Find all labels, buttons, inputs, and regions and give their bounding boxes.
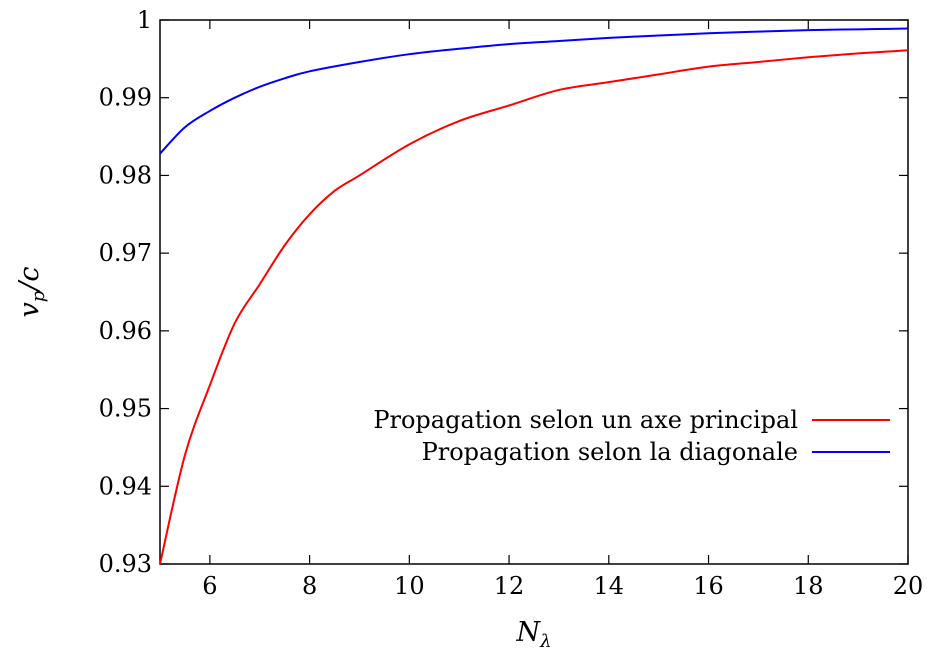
x-tick-label: 6 bbox=[202, 572, 217, 600]
y-tick-label: 0.99 bbox=[99, 84, 152, 112]
series-line-2 bbox=[159, 27, 909, 155]
x-tick-label: 18 bbox=[793, 572, 824, 600]
x-tick-label: 20 bbox=[893, 572, 924, 600]
legend-label-series-1: Propagation selon un axe principal bbox=[373, 406, 798, 434]
x-tick-label: 16 bbox=[693, 572, 724, 600]
x-tick-label: 12 bbox=[494, 572, 525, 600]
x-axis-label: Nλ bbox=[515, 617, 551, 651]
y-axis-label: vp/c bbox=[14, 266, 49, 317]
y-tick-label: 0.94 bbox=[99, 472, 152, 500]
y-tick-label: 0.96 bbox=[99, 317, 152, 345]
y-tick-label: 0.93 bbox=[99, 550, 152, 578]
x-tick-label: 8 bbox=[302, 572, 317, 600]
legend: Propagation selon un axe principal Propa… bbox=[373, 406, 890, 466]
series-lines bbox=[159, 27, 909, 565]
x-tick-label: 14 bbox=[594, 572, 625, 600]
legend-label-series-2: Propagation selon la diagonale bbox=[422, 438, 798, 466]
y-tick-label: 0.97 bbox=[99, 239, 152, 267]
y-tick-label: 0.95 bbox=[99, 395, 152, 423]
x-tick-label: 10 bbox=[394, 572, 425, 600]
tick-marks bbox=[160, 19, 909, 565]
y-tick-label: 0.98 bbox=[99, 161, 152, 189]
series-line-1 bbox=[159, 49, 909, 565]
y-tick-label: 1 bbox=[137, 6, 152, 34]
tick-labels: 6 8 10 12 14 16 18 20 0.93 0.94 0.95 0.96 0.97 0.98 0.… bbox=[99, 6, 924, 600]
plot-frame bbox=[159, 19, 909, 565]
